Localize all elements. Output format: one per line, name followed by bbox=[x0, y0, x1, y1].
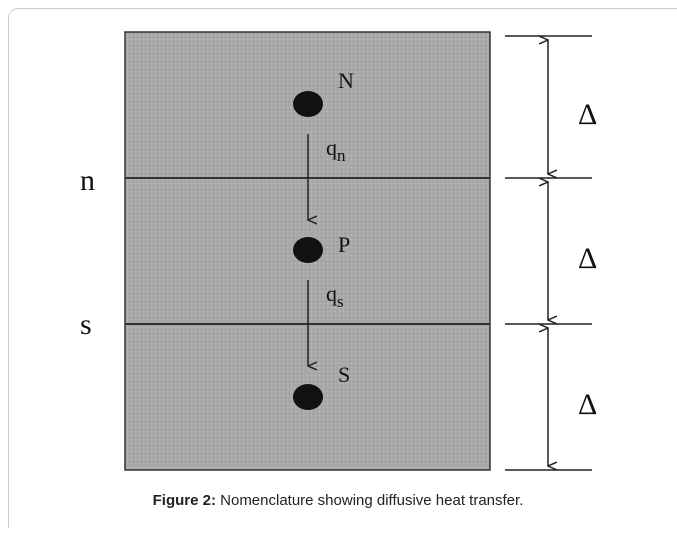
face-label: n bbox=[80, 164, 95, 197]
node-label: S bbox=[338, 362, 350, 387]
spacing-label: Δ bbox=[578, 98, 597, 131]
spacing-label: Δ bbox=[578, 388, 597, 421]
node bbox=[293, 91, 323, 117]
flux-symbol: q bbox=[326, 135, 337, 160]
node-label: N bbox=[338, 68, 354, 93]
flux-symbol: q bbox=[326, 281, 337, 306]
caption-text: Nomenclature showing diffusive heat tran… bbox=[220, 492, 523, 509]
caption-label: Figure 2: bbox=[153, 492, 216, 509]
caption: Figure 2: Nomenclature showing diffusive… bbox=[153, 492, 524, 509]
spacing-label: Δ bbox=[578, 242, 597, 275]
flux-subscript: s bbox=[337, 292, 344, 311]
flux-subscript: n bbox=[337, 146, 346, 165]
node bbox=[293, 384, 323, 410]
node bbox=[293, 237, 323, 263]
node-label: P bbox=[338, 232, 350, 257]
face-label: s bbox=[80, 308, 92, 341]
